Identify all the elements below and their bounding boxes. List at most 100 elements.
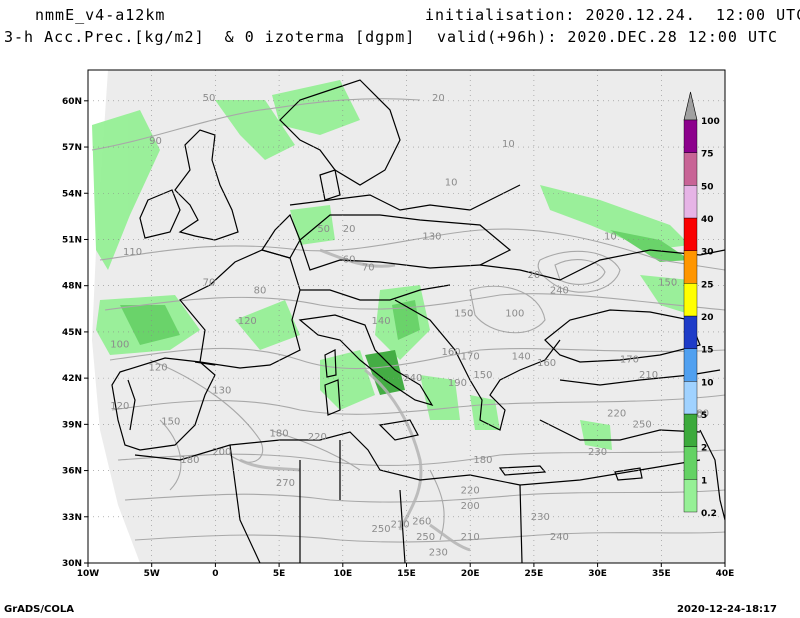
precip-area <box>92 110 160 270</box>
precip-area <box>580 420 612 450</box>
contour-label: 150 <box>454 309 473 320</box>
black-sea <box>544 309 701 363</box>
contour-label: 230 <box>429 547 448 558</box>
isotherm-contours-thick <box>239 248 471 552</box>
colorbar-level-label: 10 <box>701 378 714 388</box>
netherlands-belgium <box>261 213 301 259</box>
isotherm-contours <box>91 98 725 543</box>
lon-tick-label: 0 <box>212 569 218 579</box>
lon-tick-label: 5E <box>273 569 285 579</box>
contour-label: 220 <box>461 486 480 497</box>
contour-label: 160 <box>442 347 461 358</box>
contour-label: 240 <box>550 532 569 543</box>
colorbar-swatch <box>683 315 698 349</box>
lon-tick-label: 35E <box>652 569 671 579</box>
initialisation-time: initialisation: 2020.12.24. 12:00 UTC <box>425 6 800 24</box>
precip-area <box>420 375 460 420</box>
contour-label: 210 <box>639 370 658 381</box>
contour-label: 70 <box>362 262 375 273</box>
contour-label: 100 <box>110 339 129 350</box>
colorbar-level-label: 2 <box>701 444 707 454</box>
plot-timestamp: 2020-12-24-18:17 <box>677 604 777 615</box>
cyprus <box>614 467 643 481</box>
contour-label: 130 <box>212 386 231 397</box>
contour-label: 150 <box>161 416 180 427</box>
contour-label: 230 <box>531 512 550 523</box>
baltic-coast <box>289 184 521 211</box>
valid-time: valid(+96h): 2020.DEC.28 12:00 UTC <box>437 28 779 46</box>
contour-label: 20 <box>528 270 541 281</box>
contour-label: 180 <box>690 409 709 420</box>
north-africa <box>134 431 701 486</box>
contour-label: 70 <box>203 278 216 289</box>
colorbar-level-label: 25 <box>701 280 714 290</box>
anatolia-coast <box>539 369 721 441</box>
spain-france-border <box>194 361 216 366</box>
precip-area <box>610 230 690 262</box>
lat-tick-label: 33N <box>62 513 82 523</box>
lat-tick-label: 48N <box>62 282 82 292</box>
contour-label: 10 <box>445 178 458 189</box>
precip-area <box>235 300 300 350</box>
contour-label: 160 <box>537 358 556 369</box>
contour-label: 210 <box>391 520 410 531</box>
great-britain <box>174 129 239 241</box>
contour-label: 140 <box>371 316 390 327</box>
colorbar-swatch <box>683 446 698 480</box>
lon-tick-label: 30E <box>588 569 607 579</box>
contour-label: 210 <box>461 532 480 543</box>
lon-tick-label: 10E <box>333 569 352 579</box>
lat-tick-label: 60N <box>62 97 82 107</box>
eastern-europe <box>479 249 725 281</box>
contour-label: 20 <box>343 224 356 235</box>
contour-label: 220 <box>308 432 327 443</box>
contour-label: 140 <box>512 352 531 363</box>
contour-label: 200 <box>461 501 480 512</box>
italy <box>298 314 434 407</box>
colorbar-level-label: 0.2 <box>701 509 717 519</box>
contour-label: 190 <box>448 378 467 389</box>
colorbar-swatch <box>683 348 698 382</box>
lat-tick-label: 39N <box>62 420 82 430</box>
iberia <box>111 357 216 451</box>
lon-tick-label: 10W <box>77 569 100 579</box>
colorbar-swatch <box>683 119 698 153</box>
contour-label: 250 <box>371 524 390 535</box>
colorbar-swatch <box>683 152 698 186</box>
iberia-portugal-border <box>127 379 136 431</box>
colorbar-level-label: 30 <box>701 248 714 258</box>
contour-label: 120 <box>110 401 129 412</box>
contour-label: 110 <box>123 247 142 258</box>
precip-area <box>540 185 690 250</box>
contour-label: 250 <box>416 532 435 543</box>
lat-lon-grid <box>88 70 725 563</box>
lat-tick-label: 57N <box>62 143 82 153</box>
lon-tick-label: 5W <box>144 569 160 579</box>
colorbar-level-label: 20 <box>701 313 714 323</box>
crete <box>498 465 547 476</box>
field-title: 3-h Acc.Prec.[kg/m2] & 0 izoterma [dgpm] <box>4 28 416 46</box>
precip-area <box>365 350 405 395</box>
latitude-axis: 60N 57N 54N 51N 48N 45N 42N 39N 36N 33N 30N <box>62 97 88 569</box>
precip-area <box>272 80 360 135</box>
contour-label: 150 <box>473 370 492 381</box>
sicily <box>378 419 419 441</box>
scandinavia <box>279 79 401 186</box>
lat-tick-label: 36N <box>62 467 82 477</box>
colorbar-swatch <box>683 413 698 447</box>
corsica <box>324 349 337 378</box>
egypt-libya <box>299 460 523 563</box>
contour-label: 80 <box>254 285 267 296</box>
contour-label: 50 <box>203 93 216 104</box>
contour-label: 120 <box>149 362 168 373</box>
precip-area <box>290 205 335 245</box>
lon-tick-label: 20E <box>461 569 480 579</box>
precip-area <box>470 395 500 430</box>
contour-label: 240 <box>403 373 422 384</box>
contour-label: 170 <box>461 352 480 363</box>
germany-poland <box>299 214 512 271</box>
colorbar-swatch <box>683 479 698 513</box>
contour-label: 20 <box>432 93 445 104</box>
alps-border <box>300 284 451 301</box>
